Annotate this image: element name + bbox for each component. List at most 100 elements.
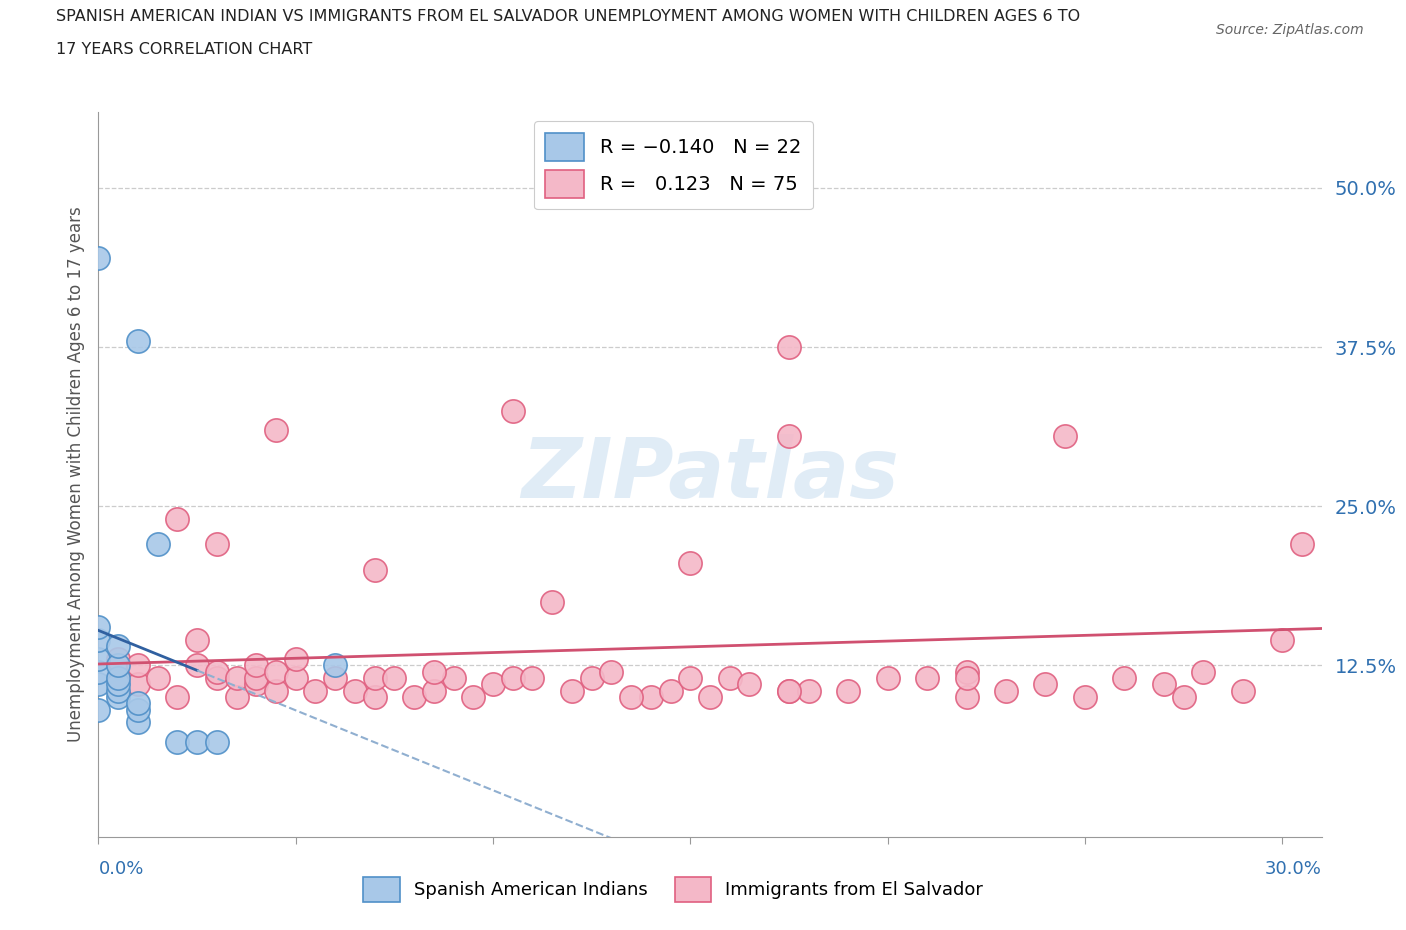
Point [343,684,366,698]
Point [107,658,129,672]
Point [284,651,307,666]
Point [1074,689,1097,704]
Point [186,658,208,672]
Point [561,684,583,698]
Point [382,671,405,685]
Point [778,339,800,354]
Point [1054,429,1077,444]
Point [205,671,228,685]
Point [1291,537,1313,551]
Point [87,702,110,717]
Point [1153,677,1175,692]
Point [245,677,267,692]
Point [581,671,603,685]
Point [620,689,643,704]
Point [107,639,129,654]
Point [264,664,287,679]
Point [778,684,800,698]
Point [994,684,1017,698]
Point [502,404,524,418]
Point [87,250,110,265]
Text: Source: ZipAtlas.com: Source: ZipAtlas.com [1216,23,1364,37]
Point [1035,677,1057,692]
Text: 30.0%: 30.0% [1265,860,1322,878]
Point [423,684,446,698]
Point [679,556,702,571]
Point [87,664,110,679]
Point [127,715,149,730]
Point [797,684,820,698]
Point [245,671,267,685]
Point [225,689,247,704]
Point [225,671,247,685]
Text: SPANISH AMERICAN INDIAN VS IMMIGRANTS FROM EL SALVADOR UNEMPLOYMENT AMONG WOMEN : SPANISH AMERICAN INDIAN VS IMMIGRANTS FR… [56,9,1080,24]
Point [186,734,208,749]
Point [284,671,307,685]
Point [1192,664,1215,679]
Text: 17 YEARS CORRELATION CHART: 17 YEARS CORRELATION CHART [56,42,312,57]
Point [363,689,385,704]
Point [837,684,859,698]
Point [146,671,169,685]
Point [127,677,149,692]
Point [955,671,977,685]
Point [1173,689,1195,704]
Y-axis label: Unemployment Among Women with Children Ages 6 to 17 years: Unemployment Among Women with Children A… [66,206,84,742]
Point [955,664,977,679]
Point [640,689,662,704]
Point [522,671,544,685]
Point [127,333,149,348]
Point [778,684,800,698]
Point [679,671,702,685]
Point [955,689,977,704]
Point [264,684,287,698]
Point [443,671,465,685]
Point [915,671,938,685]
Point [541,594,564,609]
Point [107,671,129,685]
Point [87,651,110,666]
Point [205,537,228,551]
Point [186,632,208,647]
Text: ZIPatlas: ZIPatlas [522,433,898,515]
Point [264,422,287,437]
Point [166,512,188,526]
Point [107,671,129,685]
Point [699,689,721,704]
Point [659,684,682,698]
Point [166,734,188,749]
Point [107,684,129,698]
Point [778,429,800,444]
Point [1114,671,1136,685]
Legend: Spanish American Indians, Immigrants from El Salvador: Spanish American Indians, Immigrants fro… [354,868,993,911]
Point [600,664,623,679]
Point [423,664,446,679]
Point [87,619,110,634]
Point [876,671,898,685]
Point [87,632,110,647]
Point [127,696,149,711]
Point [363,671,385,685]
Point [323,658,346,672]
Point [1271,632,1294,647]
Point [1232,684,1254,698]
Point [107,651,129,666]
Point [323,671,346,685]
Point [107,677,129,692]
Point [304,684,326,698]
Point [404,689,426,704]
Point [107,689,129,704]
Point [87,677,110,692]
Point [718,671,741,685]
Point [482,677,505,692]
Point [205,734,228,749]
Point [127,702,149,717]
Point [127,658,149,672]
Point [166,689,188,704]
Point [205,664,228,679]
Text: 0.0%: 0.0% [98,860,143,878]
Point [502,671,524,685]
Point [463,689,485,704]
Point [738,677,761,692]
Point [245,658,267,672]
